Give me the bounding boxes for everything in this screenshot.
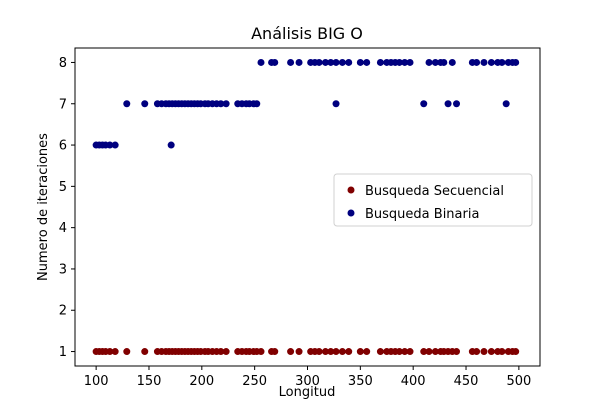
- point-binaria: [448, 58, 456, 66]
- y-axis: 1 2 3 4 5 6 7 8: [59, 56, 75, 360]
- point-secuencial: [295, 348, 303, 356]
- point-binaria: [141, 100, 149, 108]
- x-tick-label: 300: [295, 374, 320, 389]
- legend-label-binaria: Busqueda Binaria: [365, 207, 479, 222]
- y-axis-label: Numero de iteraciones: [36, 133, 51, 281]
- y-tick-label: 8: [59, 56, 67, 71]
- point-binaria: [321, 58, 329, 66]
- point-binaria: [253, 100, 261, 108]
- x-tick-label: 500: [506, 374, 531, 389]
- y-tick-label: 2: [59, 304, 67, 319]
- point-binaria: [315, 58, 323, 66]
- point-secuencial: [512, 348, 520, 356]
- legend-marker-binaria: [347, 209, 355, 217]
- point-secuencial: [123, 348, 131, 356]
- point-secuencial: [363, 348, 371, 356]
- point-binaria: [376, 58, 384, 66]
- legend-marker-secuencial: [347, 186, 355, 194]
- point-binaria: [444, 100, 452, 108]
- points-layer: [92, 58, 520, 356]
- point-secuencial: [315, 348, 323, 356]
- point-secuencial: [111, 348, 119, 356]
- x-tick-label: 350: [348, 374, 373, 389]
- point-binaria: [217, 100, 225, 108]
- point-binaria: [363, 58, 371, 66]
- x-tick-label: 450: [454, 374, 479, 389]
- point-binaria: [271, 58, 279, 66]
- point-binaria: [123, 100, 131, 108]
- point-binaria: [345, 58, 353, 66]
- x-tick-label: 400: [401, 374, 426, 389]
- point-binaria: [453, 100, 461, 108]
- point-binaria: [487, 58, 495, 66]
- point-binaria: [502, 100, 510, 108]
- point-binaria: [338, 58, 346, 66]
- point-secuencial: [271, 348, 279, 356]
- point-binaria: [167, 141, 175, 149]
- legend: Busqueda Secuencial Busqueda Binaria: [333, 173, 533, 227]
- point-binaria: [440, 58, 448, 66]
- point-secuencial: [480, 348, 488, 356]
- point-secuencial: [356, 348, 364, 356]
- point-secuencial: [106, 348, 114, 356]
- y-tick-label: 4: [59, 221, 67, 236]
- point-secuencial: [431, 348, 439, 356]
- point-secuencial: [332, 348, 340, 356]
- point-secuencial: [453, 348, 461, 356]
- x-axis-label: Longitud: [279, 385, 336, 400]
- point-binaria: [431, 58, 439, 66]
- point-secuencial: [376, 348, 384, 356]
- x-tick-label: 200: [189, 374, 214, 389]
- point-secuencial: [487, 348, 495, 356]
- point-binaria: [106, 141, 114, 149]
- point-secuencial: [401, 348, 409, 356]
- point-secuencial: [420, 348, 428, 356]
- x-tick-label: 150: [137, 374, 162, 389]
- point-secuencial: [345, 348, 353, 356]
- point-secuencial: [141, 348, 149, 356]
- y-tick-label: 1: [59, 345, 67, 360]
- y-tick-label: 3: [59, 262, 67, 277]
- chart-title: Análisis BIG O: [251, 24, 363, 43]
- point-binaria: [356, 58, 364, 66]
- legend-label-secuencial: Busqueda Secuencial: [365, 184, 504, 199]
- point-secuencial: [395, 348, 403, 356]
- point-secuencial: [257, 348, 265, 356]
- point-binaria: [222, 100, 230, 108]
- point-secuencial: [327, 348, 335, 356]
- point-secuencial: [222, 348, 230, 356]
- x-axis: 100 150 200 250 300 350 400 450 500: [84, 366, 531, 389]
- point-binaria: [401, 58, 409, 66]
- point-secuencial: [321, 348, 329, 356]
- point-binaria: [332, 58, 340, 66]
- point-secuencial: [498, 348, 506, 356]
- y-tick-label: 6: [59, 139, 67, 154]
- point-binaria: [512, 58, 520, 66]
- point-binaria: [257, 58, 265, 66]
- point-binaria: [395, 58, 403, 66]
- y-tick-label: 5: [59, 180, 67, 195]
- point-binaria: [111, 141, 119, 149]
- point-secuencial: [406, 348, 414, 356]
- point-secuencial: [217, 348, 225, 356]
- point-binaria: [420, 100, 428, 108]
- point-binaria: [473, 58, 481, 66]
- point-binaria: [332, 100, 340, 108]
- point-binaria: [406, 58, 414, 66]
- point-binaria: [327, 58, 335, 66]
- y-tick-label: 7: [59, 97, 67, 112]
- point-binaria: [425, 58, 433, 66]
- point-secuencial: [425, 348, 433, 356]
- point-binaria: [498, 58, 506, 66]
- point-binaria: [287, 58, 295, 66]
- x-tick-label: 100: [84, 374, 109, 389]
- point-binaria: [480, 58, 488, 66]
- point-secuencial: [338, 348, 346, 356]
- point-secuencial: [287, 348, 295, 356]
- legend-box: [333, 173, 533, 227]
- point-binaria: [295, 58, 303, 66]
- x-tick-label: 250: [242, 374, 267, 389]
- point-secuencial: [473, 348, 481, 356]
